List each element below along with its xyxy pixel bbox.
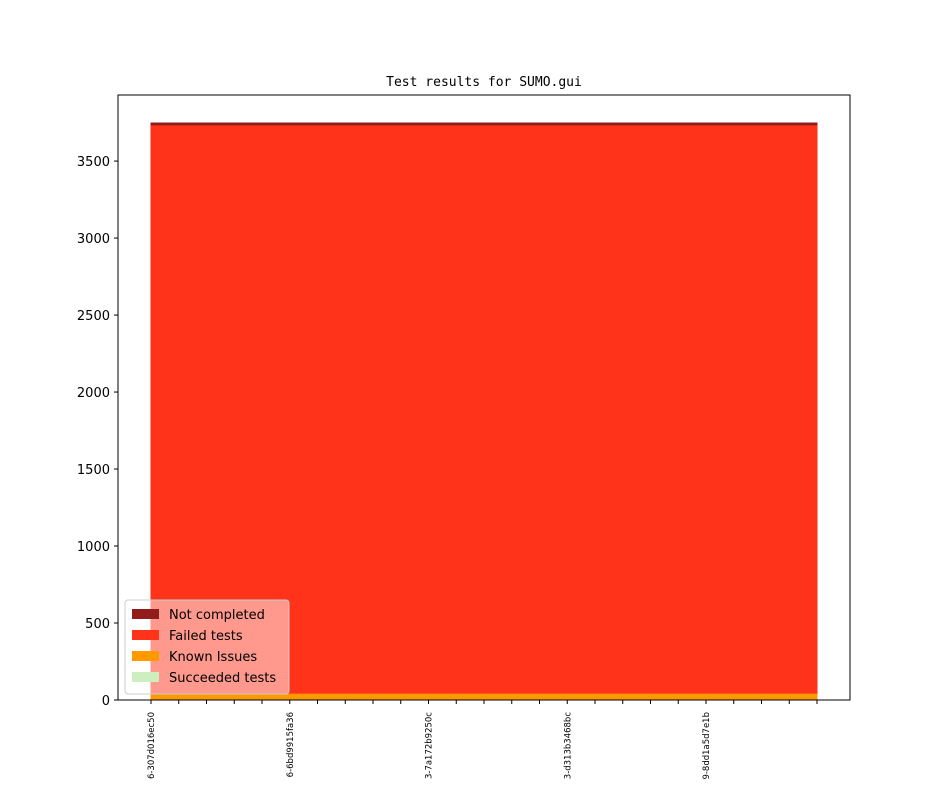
x-tick-label: 6-307d016ec50: [147, 712, 157, 779]
legend-label: Failed tests: [169, 629, 243, 644]
y-tick-label: 2500: [77, 309, 110, 324]
x-tick-label: 6-6bd9915fa36: [286, 712, 296, 777]
y-tick-label: 1500: [77, 463, 110, 478]
x-tick-label: 9-8dd1a5d7e1b: [702, 712, 712, 780]
y-tick-label: 3500: [77, 155, 110, 170]
plot-area: [150, 122, 818, 701]
x-tick-label: 3-7a172b9250c: [425, 712, 435, 779]
y-tick-label: 1000: [77, 540, 110, 555]
legend-swatch: [132, 672, 159, 682]
legend-swatch: [132, 651, 159, 661]
legend-label: Succeeded tests: [169, 671, 276, 686]
y-tick-label: 500: [85, 617, 110, 632]
y-tick-label: 0: [102, 694, 110, 709]
legend-swatch: [132, 630, 159, 640]
legend-label: Known Issues: [169, 650, 257, 665]
legend-box: [124, 599, 290, 695]
x-tick-label: 3-d313b3468bc: [563, 712, 573, 780]
legend-label: Not completed: [169, 608, 265, 623]
chart-title: Test results for SUMO.gui: [386, 75, 582, 90]
legend-swatch: [132, 609, 159, 619]
y-tick-label: 3000: [77, 232, 110, 247]
area: [150, 122, 818, 126]
y-tick-label: 2000: [77, 386, 110, 401]
